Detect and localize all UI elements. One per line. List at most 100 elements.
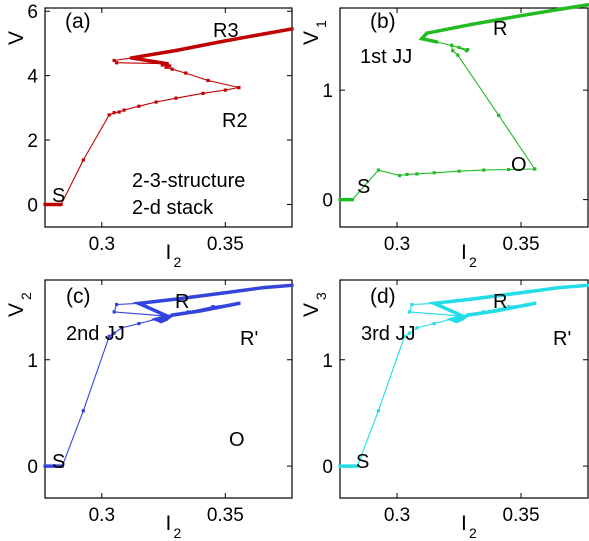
x-axis-label: I	[166, 241, 172, 264]
data-point	[415, 172, 419, 176]
data-point	[451, 49, 455, 53]
x-tick-label: 0.3	[89, 234, 115, 255]
data-point	[137, 322, 141, 326]
data-point	[466, 48, 470, 52]
y-axis-label-group: V2	[5, 292, 34, 317]
annotation: S	[52, 451, 65, 473]
plot-frame	[339, 279, 589, 499]
data-point	[107, 334, 111, 338]
annotation: R'	[240, 328, 258, 350]
data-point	[415, 326, 419, 330]
data-point	[115, 61, 119, 65]
x-tick-label: 0.3	[89, 505, 115, 526]
x-tick-label: 0.35	[207, 234, 244, 255]
data-point	[201, 91, 205, 95]
data-point	[154, 100, 158, 104]
annotation: 3rd JJ	[361, 323, 415, 345]
data-point	[402, 334, 407, 338]
y-axis-label-subscript: 3	[313, 292, 329, 300]
y-tick-label: 0	[27, 195, 38, 216]
annotation: 2-d stack	[132, 197, 214, 219]
data-point	[160, 63, 164, 67]
data-point	[407, 310, 412, 314]
data-point	[457, 169, 461, 173]
y-axis-label: V	[300, 303, 323, 317]
data-point	[497, 113, 501, 117]
y-tick-label: 1	[322, 351, 333, 372]
annotation: 2-3-structure	[132, 170, 245, 192]
y-tick-label: 1	[322, 81, 333, 102]
x-axis-label: I	[166, 512, 172, 535]
panel-label: (d)	[370, 285, 396, 308]
data-point	[432, 171, 436, 175]
data-point	[168, 64, 172, 68]
y-tick-label: 0	[322, 457, 333, 478]
data-point	[407, 331, 412, 335]
data-point	[122, 108, 126, 112]
data-point	[112, 331, 116, 335]
x-axis-label: I	[461, 241, 467, 264]
annotation: R	[493, 291, 507, 313]
data-point	[184, 71, 188, 75]
branch-r-trace	[131, 27, 293, 66]
data-point	[507, 167, 511, 172]
y-axis-label-group: V3	[300, 292, 329, 317]
y-tick-label: 0	[27, 457, 38, 478]
data-point	[81, 409, 85, 413]
data-point	[533, 167, 537, 171]
y-tick-label: 2	[27, 131, 38, 152]
data-point	[405, 172, 409, 177]
annotation: R'	[553, 328, 571, 350]
y-axis-label: V	[5, 31, 28, 45]
y-axis-label: V	[300, 31, 323, 45]
x-tick-label: 0.3	[384, 505, 410, 526]
branch-r-trace	[427, 283, 589, 324]
plot-frame	[44, 279, 293, 499]
panel-label: (a)	[65, 10, 91, 33]
data-point	[119, 326, 124, 330]
annotation: 2nd JJ	[66, 323, 125, 345]
data-point	[137, 104, 141, 108]
branch-r-trace	[418, 2, 589, 44]
x-tick-label: 0.35	[503, 505, 540, 526]
annotation: S	[52, 185, 65, 207]
y-tick-label: 0	[322, 191, 333, 212]
annotation: O	[511, 154, 527, 176]
y-axis-label-group: V1	[300, 20, 329, 45]
branch-r-trace	[132, 283, 293, 324]
x-axis-label-subscript: 2	[469, 525, 477, 541]
annotation: 1st JJ	[360, 46, 412, 68]
data-point	[376, 168, 381, 172]
data-point	[410, 302, 414, 307]
annotation: R3	[213, 20, 239, 42]
data-point	[376, 409, 381, 413]
y-axis-label-subscript: 2	[18, 292, 34, 300]
annotation: R	[175, 291, 189, 313]
data-point	[174, 96, 178, 100]
data-point	[107, 113, 111, 117]
x-axis-label-subscript: 2	[174, 254, 182, 270]
data-point	[112, 58, 116, 63]
data-point	[117, 110, 121, 114]
data-point	[432, 322, 436, 326]
x-axis-label-subscript: 2	[469, 254, 477, 270]
data-point	[81, 158, 85, 162]
data-point	[115, 302, 119, 307]
data-point	[355, 464, 359, 468]
data-point	[211, 304, 215, 309]
x-tick-label: 0.3	[384, 234, 410, 255]
x-axis-label-subscript: 2	[174, 525, 182, 541]
panel-label: (b)	[370, 10, 396, 33]
annotation: O	[229, 429, 245, 451]
data-point	[206, 78, 210, 83]
data-point	[482, 168, 486, 172]
data-point	[170, 67, 174, 71]
y-axis-label-subscript: 1	[313, 20, 329, 28]
y-tick-label: 4	[27, 67, 38, 88]
y-tick-label: 1	[27, 351, 38, 372]
